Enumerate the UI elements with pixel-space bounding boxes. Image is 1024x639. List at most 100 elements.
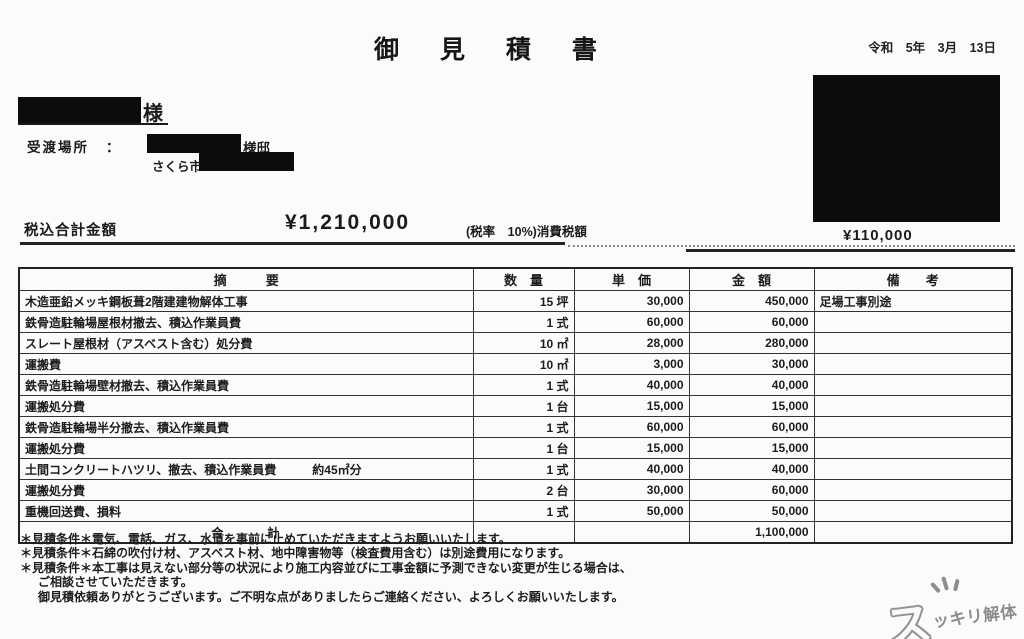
item-quantity: 1 式 (472, 416, 575, 438)
total-row: 合 計 1,100,000 (18, 521, 1013, 544)
header-quantity: 数 量 (472, 267, 575, 291)
item-quantity: 2 台 (472, 479, 575, 501)
delivery-place-label: 受渡場所 (27, 140, 89, 155)
item-quantity: 1 台 (472, 395, 575, 417)
item-unit-price: 40,000 (573, 374, 690, 396)
table-row: 鉄骨造駐輪場壁材撤去、積込作業員費 1 式 40,000 40,000 (18, 374, 1013, 396)
item-quantity: 1 式 (472, 374, 575, 396)
item-note (813, 416, 1013, 438)
total-incl-tax-amount: ¥1,210,000 (285, 211, 411, 234)
dotted-rule (568, 245, 1015, 247)
redacted-address (199, 152, 294, 171)
page-title: 御 見 積 書 (374, 36, 614, 64)
document-date: 令和 5年 3月 13日 (868, 41, 996, 55)
item-description: 重機回送費、損料 (18, 500, 474, 522)
header-note: 備 考 (813, 267, 1013, 291)
item-description: 土間コンクリートハツリ、撤去、積込作業員費 約45㎡分 (18, 458, 474, 480)
item-note (813, 353, 1013, 375)
item-quantity: 10 ㎡ (472, 353, 575, 375)
table-row: 土間コンクリートハツリ、撤去、積込作業員費 約45㎡分 1 式 40,000 40,0… (18, 458, 1013, 480)
table-row: 鉄骨造駐輪場半分撤去、積込作業員費 1 式 60,000 60,000 (18, 416, 1013, 438)
logo-big-character: ス (882, 596, 935, 639)
item-unit-price: 28,000 (573, 332, 690, 354)
item-unit-price: 60,000 (573, 311, 690, 333)
item-amount: 15,000 (688, 437, 815, 459)
item-unit-price: 15,000 (573, 437, 690, 459)
item-description: スレート屋根材（アスベスト含む）処分費 (18, 332, 474, 354)
item-description: 鉄骨造駐輪場半分撤去、積込作業員費 (18, 416, 474, 438)
header-unit-price: 単 価 (573, 267, 690, 291)
tax-underline (686, 249, 1015, 252)
item-description: 木造亜鉛メッキ鋼板葺2階建建物解体工事 (18, 290, 474, 312)
tax-rate-label: (税率 10%)消費税額 (466, 225, 587, 239)
item-amount: 60,000 (688, 416, 815, 438)
item-note (813, 332, 1013, 354)
header-description: 摘 要 (18, 267, 474, 291)
table-row: 運搬費 10 ㎡ 3,000 30,000 (18, 353, 1013, 375)
table-row: 木造亜鉛メッキ鋼板葺2階建建物解体工事 15 坪 30,000 450,000 足場工事… (18, 290, 1013, 312)
estimate-table: 摘 要 数 量 単 価 金 額 備 考 木造亜鉛メッキ鋼板葺2階建建物解体工事 1… (18, 267, 1013, 544)
header-amount: 金 額 (688, 267, 815, 291)
item-amount: 40,000 (688, 458, 815, 480)
item-note (813, 374, 1013, 396)
redacted-residence-name (147, 134, 241, 153)
table-header-row: 摘 要 数 量 単 価 金 額 備 考 (18, 267, 1013, 291)
table-row: 運搬処分費 2 台 30,000 60,000 (18, 479, 1013, 501)
redacted-customer-name (18, 97, 141, 123)
sukkiri-kaitai-logo: ス ッキリ解体 (881, 570, 1019, 639)
table-body: 木造亜鉛メッキ鋼板葺2階建建物解体工事 15 坪 30,000 450,000 足場工事… (18, 290, 1013, 522)
item-amount: 50,000 (688, 500, 815, 522)
item-amount: 40,000 (688, 374, 815, 396)
item-unit-price: 3,000 (573, 353, 690, 375)
item-description: 鉄骨造駐輪場壁材撤去、積込作業員費 (18, 374, 474, 396)
item-amount: 30,000 (688, 353, 815, 375)
item-amount: 450,000 (688, 290, 815, 312)
item-amount: 60,000 (688, 311, 815, 333)
item-note (813, 311, 1013, 333)
item-amount: 15,000 (688, 395, 815, 417)
item-amount: 60,000 (688, 479, 815, 501)
table-row: 運搬処分費 1 台 15,000 15,000 (18, 437, 1013, 459)
item-description: 運搬処分費 (18, 479, 474, 501)
item-note (813, 479, 1013, 501)
item-unit-price: 60,000 (573, 416, 690, 438)
item-description: 運搬処分費 (18, 395, 474, 417)
item-quantity: 1 式 (472, 458, 575, 480)
item-quantity: 1 式 (472, 500, 575, 522)
closing-line: 御見積依頼ありがとうございます。ご不明な点がありましたらご連絡ください、よろしく… (38, 589, 624, 604)
item-unit-price: 40,000 (573, 458, 690, 480)
item-unit-price: 50,000 (573, 500, 690, 522)
item-note (813, 437, 1013, 459)
item-quantity: 15 坪 (472, 290, 575, 312)
condition-line: ＊見積条件＊電気、電話、ガス、水道を事前に止めていただきますようお願いいたします… (20, 532, 511, 546)
logo-text: ッキリ解体 (931, 602, 1019, 632)
consumption-tax-amount: ¥110,000 (843, 227, 913, 244)
total-row-label: 合 計 (18, 521, 474, 544)
total-incl-tax-label: 税込合計金額 (24, 223, 117, 239)
item-note (813, 395, 1013, 417)
item-description: 運搬費 (18, 353, 474, 375)
table-row: 運搬処分費 1 台 15,000 15,000 (18, 395, 1013, 417)
item-amount: 280,000 (688, 332, 815, 354)
delivery-city: さくら市 (152, 160, 203, 174)
item-note: 足場工事別途 (813, 290, 1013, 312)
table-row: スレート屋根材（アスベスト含む）処分費 10 ㎡ 28,000 280,000 (18, 332, 1013, 354)
item-description: 鉄骨造駐輪場屋根材撤去、積込作業員費 (18, 311, 474, 333)
total-underline (20, 242, 565, 245)
customer-honorific: 様 (143, 103, 163, 125)
delivery-place-colon: ： (106, 140, 120, 155)
table-row: 鉄骨造駐輪場屋根材撤去、積込作業員費 1 式 60,000 60,000 (18, 311, 1013, 333)
item-note (813, 500, 1013, 522)
table-row: 重機回送費、損料 1 式 50,000 50,000 (18, 500, 1013, 522)
item-description: 運搬処分費 (18, 437, 474, 459)
item-quantity: 1 式 (472, 311, 575, 333)
item-unit-price: 15,000 (573, 395, 690, 417)
condition-line: ご相談させていただきます。 (38, 575, 193, 590)
item-note (813, 458, 1013, 480)
estimate-conditions: ＊見積条件＊電気、電話、ガス、水道を事前に止めていただきますようお願いいたします… (20, 532, 632, 604)
redacted-company-block (813, 75, 1000, 222)
condition-line: ＊見積条件＊石綿の吹付け材、アスベスト材、地中障害物等（検査費用含む）は別途費用… (20, 546, 571, 561)
item-quantity: 1 台 (472, 437, 575, 459)
item-unit-price: 30,000 (573, 479, 690, 501)
